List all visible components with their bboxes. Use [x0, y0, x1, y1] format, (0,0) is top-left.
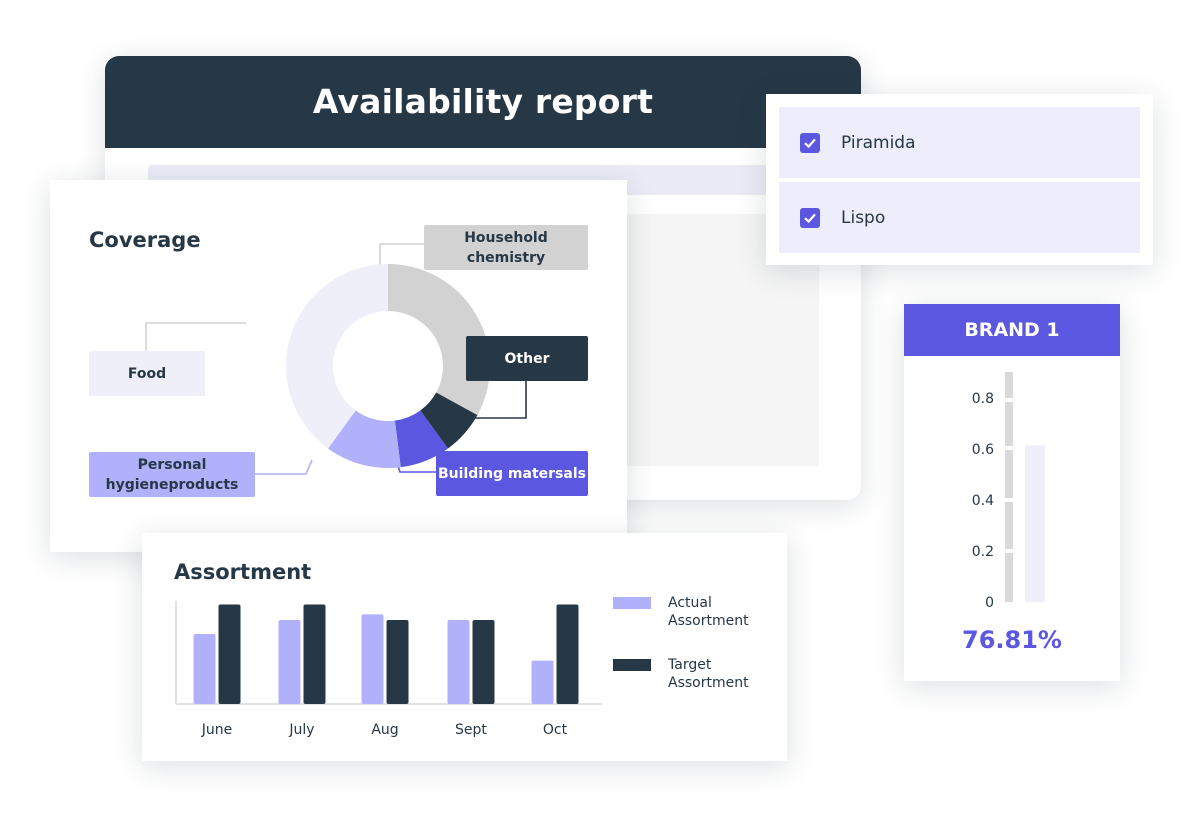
y-tick-label: 0.4 [972, 493, 994, 509]
x-tick-label: Aug [371, 722, 398, 738]
y-tick-label: 0.6 [972, 442, 994, 458]
connector-food [145, 322, 246, 352]
bar-actual-sept [447, 619, 470, 704]
legend-target: Target Assortment [613, 656, 758, 692]
donut-slices [286, 264, 490, 469]
filter-label: Lispo [841, 207, 886, 228]
brand-value-bar [1025, 445, 1045, 602]
brand-title: BRAND 1 [904, 304, 1120, 356]
label-building-materials: Building matersals [436, 451, 588, 496]
bar-actual-july [278, 619, 301, 704]
brand-percentage: 76.81% [962, 626, 1062, 654]
axis-segment [1005, 372, 1013, 398]
x-tick-label: Oct [543, 722, 568, 738]
report-title: Availability report [105, 56, 861, 148]
assortment-title: Assortment [174, 560, 312, 584]
checkbox-checked-icon[interactable] [800, 132, 820, 153]
label-other: Other [466, 336, 588, 381]
axis-segment [1005, 450, 1013, 498]
legend-label-actual: Actual Assortment [668, 595, 749, 629]
label-personal-hygiene: Personal hygieneproducts [89, 452, 255, 497]
y-tick-label: 0.8 [972, 391, 994, 407]
assortment-bar-chart: June July Aug Sept Oct [175, 601, 602, 738]
y-tick-label: 0.2 [972, 544, 994, 560]
brand-bar-chart: 0.8 0.6 0.4 0.2 0 [972, 372, 1045, 611]
bar-target-june [218, 604, 241, 704]
bar-actual-oct [531, 660, 554, 704]
coverage-title: Coverage [89, 228, 201, 252]
axis-segment [1005, 502, 1013, 549]
donut-slice-building [394, 410, 448, 468]
donut-slice-household [388, 264, 490, 416]
coverage-donut-chart [145, 243, 527, 475]
brand-filter-card: Piramida Lispo [766, 94, 1153, 265]
legend-swatch-target [613, 659, 651, 671]
legend-swatch-actual [613, 597, 651, 609]
label-household-chemistry: Household chemistry [424, 225, 588, 270]
legend-actual: Actual Assortment [613, 594, 758, 630]
brand-card: BRAND 1 0.8 0.6 0.4 0.2 0 76.81% [904, 304, 1120, 681]
bar-target-july [303, 604, 326, 704]
assortment-card: Assortment June July Aug Sept Oct Actual Ass… [142, 533, 787, 761]
x-tick-label: June [201, 722, 233, 738]
y-tick-label: 0 [985, 595, 994, 611]
filter-item-piramida[interactable]: Piramida [779, 107, 1140, 178]
filter-item-lispo[interactable]: Lispo [779, 182, 1140, 253]
checkbox-checked-icon[interactable] [800, 207, 820, 228]
x-tick-label: July [288, 722, 314, 738]
axis-segment [1005, 402, 1013, 446]
connector-personal [255, 459, 313, 475]
legend-label-target: Target Assortment [668, 657, 749, 691]
bar-target-aug [386, 619, 409, 704]
bar-target-sept [472, 619, 495, 704]
axis-segment [1005, 553, 1013, 602]
label-food: Food [89, 351, 205, 396]
coverage-card: Coverage Household chemistry Food Other … [50, 180, 627, 552]
donut-slice-personal [328, 410, 401, 469]
bar-actual-aug [361, 614, 384, 704]
bar-target-oct [556, 604, 579, 704]
x-tick-label: Sept [455, 722, 487, 738]
filter-label: Piramida [841, 132, 916, 153]
donut-slice-food [286, 264, 388, 449]
donut-slice-other [420, 392, 478, 449]
bar-actual-june [193, 633, 216, 704]
